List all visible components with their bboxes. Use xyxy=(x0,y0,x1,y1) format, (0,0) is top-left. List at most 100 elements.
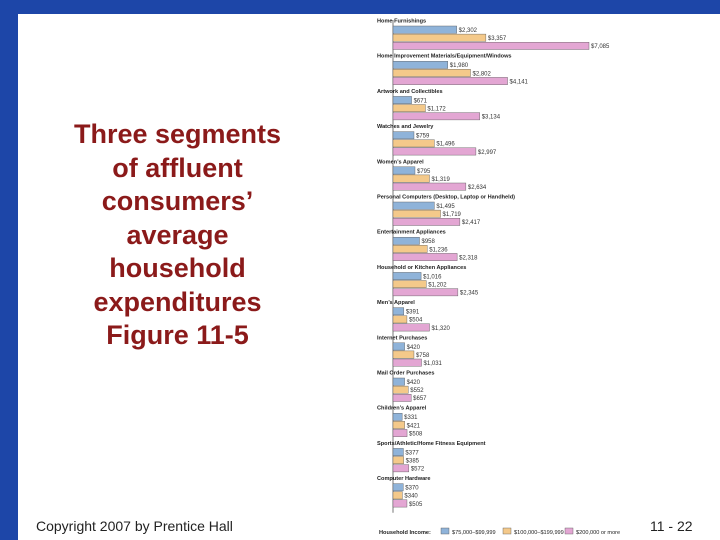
copyright-footer: Copyright 2007 by Prentice Hall xyxy=(36,518,233,534)
bar-3 xyxy=(392,217,461,226)
bar-value-label: $2,634 xyxy=(468,185,487,191)
bar-value-label: $1,236 xyxy=(429,247,448,253)
bar-1 xyxy=(392,342,405,351)
bar-2 xyxy=(392,491,403,500)
top-border-band xyxy=(0,0,720,14)
bar-1 xyxy=(392,25,457,34)
category-label: Home Improvement Materials/Equipment/Win… xyxy=(377,54,512,60)
bar-2 xyxy=(392,245,428,253)
bar-3 xyxy=(392,499,408,508)
bar-3 xyxy=(392,182,467,191)
bar-value-label: $2,302 xyxy=(459,28,478,34)
bar-value-label: $759 xyxy=(416,134,430,140)
category-label: Home Furnishings xyxy=(377,19,426,25)
bar-value-label: $377 xyxy=(405,450,419,456)
left-border-band xyxy=(0,0,18,540)
legend-label: $75,000–$99,999 xyxy=(452,530,496,536)
bar-value-label: $2,345 xyxy=(460,291,479,297)
category-label: Men’s Apparel xyxy=(377,300,415,306)
category-label: Internet Purchases xyxy=(377,335,427,341)
bar-value-label: $1,202 xyxy=(428,283,447,289)
bar-value-label: $958 xyxy=(422,239,436,245)
bar-value-label: $2,318 xyxy=(459,255,478,261)
bar-value-label: $331 xyxy=(404,415,418,421)
bar-2 xyxy=(392,69,471,77)
category-label: Children’s Apparel xyxy=(377,406,427,412)
bar-value-label: $340 xyxy=(404,494,418,500)
bar-2 xyxy=(392,104,426,113)
bar-2 xyxy=(392,280,427,289)
bar-value-label: $1,031 xyxy=(424,361,443,367)
bar-value-label: $508 xyxy=(409,431,423,437)
bar-1 xyxy=(392,96,412,104)
bar-3 xyxy=(392,112,480,121)
bar-value-label: $4,141 xyxy=(510,79,529,85)
bar-value-label: $391 xyxy=(406,310,420,316)
legend-label: $200,000 or more xyxy=(576,530,620,536)
bar-1 xyxy=(392,307,405,316)
category-label: Personal Computers (Desktop, Laptop or H… xyxy=(377,195,515,201)
bar-1 xyxy=(392,377,405,386)
bar-value-label: $552 xyxy=(410,388,424,394)
bar-3 xyxy=(392,358,422,367)
bar-3 xyxy=(392,147,477,156)
bar-value-label: $1,319 xyxy=(431,177,450,183)
bar-3 xyxy=(392,394,412,402)
bar-1 xyxy=(392,236,420,245)
category-label: Artwork and Collectibles xyxy=(377,89,443,95)
bar-2 xyxy=(392,33,487,42)
bar-2 xyxy=(392,174,430,183)
bar-2 xyxy=(392,350,415,359)
legend-swatch xyxy=(440,527,450,535)
bar-3 xyxy=(392,42,590,50)
bar-2 xyxy=(392,385,409,394)
bar-value-label: $1,980 xyxy=(450,63,469,69)
category-label: Women’s Apparel xyxy=(377,159,424,165)
bar-3 xyxy=(392,429,408,437)
bar-1 xyxy=(392,483,404,492)
bar-2 xyxy=(392,139,435,148)
bar-2 xyxy=(392,315,408,324)
legend-swatch xyxy=(502,527,512,535)
legend-label: $100,000–$199,999 xyxy=(514,530,564,536)
bar-value-label: $2,997 xyxy=(478,150,497,156)
bar-value-label: $572 xyxy=(411,467,425,473)
bar-3 xyxy=(392,253,458,261)
bar-value-label: $795 xyxy=(417,169,431,175)
bar-value-label: $657 xyxy=(413,396,427,402)
bar-value-label: $421 xyxy=(407,423,421,429)
bar-1 xyxy=(392,61,448,69)
bar-value-label: $504 xyxy=(409,318,423,324)
bar-value-label: $3,134 xyxy=(482,115,501,121)
bar-value-label: $1,320 xyxy=(432,326,451,332)
slide-canvas xyxy=(18,14,720,540)
bar-value-label: $758 xyxy=(416,353,430,359)
bar-value-label: $2,802 xyxy=(473,71,492,77)
bar-3 xyxy=(392,464,410,473)
bar-value-label: $7,085 xyxy=(591,44,610,50)
title-line-2: of affluent xyxy=(112,152,243,183)
bar-1 xyxy=(392,201,435,210)
bar-value-label: $2,417 xyxy=(462,220,481,226)
title-line-4: average xyxy=(126,219,229,250)
bar-value-label: $370 xyxy=(405,486,419,492)
bar-1 xyxy=(392,272,422,280)
bar-value-label: $385 xyxy=(406,459,420,465)
bar-value-label: $1,016 xyxy=(423,274,442,280)
bar-value-label: $420 xyxy=(407,345,421,351)
category-label: Watches and Jewelry xyxy=(377,124,434,130)
category-label: Entertainment Appliances xyxy=(377,230,446,236)
bar-value-label: $1,719 xyxy=(443,212,462,218)
bar-1 xyxy=(392,413,403,421)
title-line-7: Figure 11-5 xyxy=(106,320,249,350)
title-line-5: household xyxy=(109,253,246,283)
title-line-3: consumers’ xyxy=(101,186,254,216)
legend-title: Household Income: xyxy=(379,530,431,536)
bar-3 xyxy=(392,77,508,85)
page-number: 11 - 22 xyxy=(650,518,693,534)
bar-1 xyxy=(392,448,404,456)
title-line-6: expenditures xyxy=(93,286,262,317)
bar-value-label: $505 xyxy=(409,502,423,508)
bar-value-label: $420 xyxy=(407,380,421,386)
